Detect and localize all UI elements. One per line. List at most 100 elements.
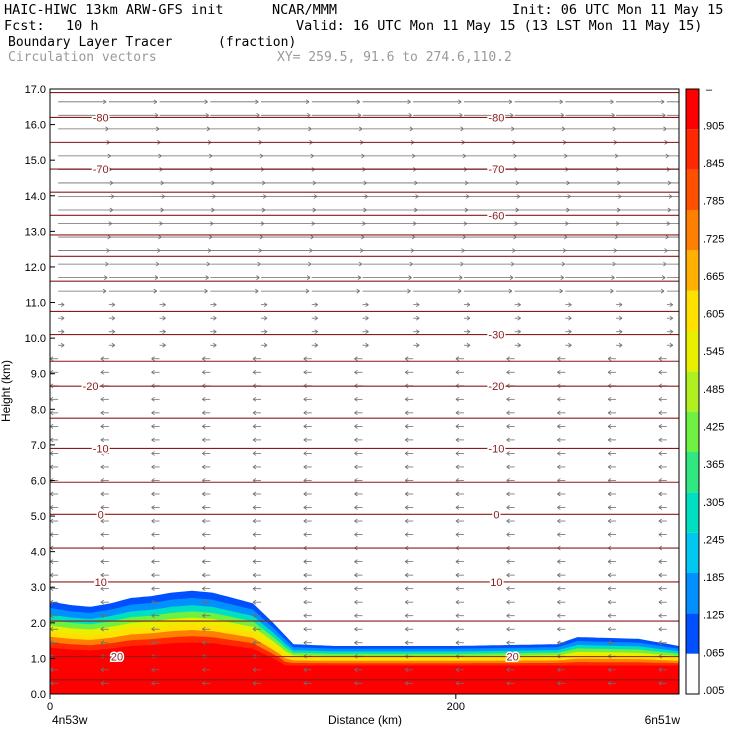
vector-head bbox=[202, 667, 206, 673]
vector-head bbox=[252, 505, 257, 510]
vector-head bbox=[404, 626, 409, 632]
colorbar-level-label: .125 bbox=[703, 610, 724, 622]
vector-head bbox=[407, 288, 411, 294]
vector-head bbox=[455, 626, 460, 632]
vector-head bbox=[151, 586, 155, 591]
temperature-contours: -80 -80 -70 -70 -60 -30 -20 -20 -10 -10 0 0 10 10 20 20 bbox=[50, 92, 679, 681]
colorbar-level-label: .725 bbox=[703, 233, 724, 245]
vector-head bbox=[354, 396, 358, 402]
vector-head bbox=[509, 275, 514, 280]
vector-head bbox=[506, 424, 510, 429]
vector-head bbox=[607, 532, 612, 537]
vector-head bbox=[50, 451, 54, 456]
vector-head bbox=[506, 410, 510, 416]
vector-head bbox=[206, 261, 211, 267]
vector-head bbox=[202, 505, 206, 510]
vector-head bbox=[658, 451, 663, 456]
vector-head bbox=[202, 586, 206, 591]
vector-head bbox=[105, 261, 109, 267]
vector-head bbox=[354, 599, 358, 605]
colorbar-level-label: .605 bbox=[703, 309, 724, 321]
vector-head bbox=[155, 126, 160, 132]
vector-head bbox=[404, 586, 409, 591]
vector-head bbox=[303, 518, 307, 524]
vector-head bbox=[455, 599, 460, 605]
vector-head bbox=[506, 505, 510, 510]
vector-head bbox=[252, 613, 257, 619]
vector-head bbox=[303, 505, 307, 510]
contour-label: -20 bbox=[83, 381, 99, 393]
vector-head bbox=[252, 518, 257, 524]
vector-head bbox=[252, 680, 257, 686]
vector-head bbox=[510, 261, 515, 267]
vector-head bbox=[303, 369, 307, 375]
contour-label: 20 bbox=[111, 652, 123, 664]
vector-head bbox=[506, 640, 510, 646]
vector-head bbox=[458, 99, 462, 105]
vector-head bbox=[100, 572, 105, 578]
vector-head bbox=[303, 464, 307, 470]
vector-head bbox=[151, 451, 155, 456]
vector-head bbox=[111, 302, 116, 307]
vector-head bbox=[404, 491, 409, 497]
colorbar-swatch bbox=[686, 653, 699, 694]
vector-head bbox=[60, 342, 65, 348]
vector-head bbox=[455, 532, 460, 537]
valid-time: Valid: 16 UTC Mon 11 May 15 (13 LST Mon … bbox=[296, 18, 703, 34]
vector-head bbox=[50, 559, 54, 564]
vector-head bbox=[263, 342, 268, 348]
y-tick-label: 13.0 bbox=[25, 226, 46, 238]
contour-label: 10 bbox=[95, 577, 107, 589]
vector-head bbox=[162, 302, 166, 307]
contour-label: -80 bbox=[488, 112, 504, 124]
vector-head bbox=[607, 464, 612, 470]
vector-head bbox=[314, 315, 318, 321]
vector-head bbox=[415, 302, 420, 307]
vector-head bbox=[153, 99, 158, 105]
vector-head bbox=[712, 289, 715, 293]
vector-head bbox=[303, 599, 307, 605]
vector-head bbox=[607, 518, 612, 524]
vector-head bbox=[151, 599, 155, 605]
vector-head bbox=[252, 396, 257, 402]
vector-head bbox=[517, 342, 521, 348]
vector-head bbox=[658, 532, 663, 537]
vector-head bbox=[607, 559, 612, 564]
vector-head bbox=[506, 532, 510, 537]
vector-head bbox=[658, 396, 663, 402]
vector-head bbox=[607, 396, 612, 402]
vector-head bbox=[151, 559, 155, 564]
vector-head bbox=[151, 613, 155, 619]
vector-head bbox=[455, 369, 460, 375]
vector-head bbox=[455, 505, 460, 510]
vector-head bbox=[263, 329, 268, 335]
vector-head bbox=[658, 599, 663, 605]
vector-head bbox=[100, 667, 105, 673]
vector-head bbox=[50, 396, 54, 402]
vector-head bbox=[162, 342, 166, 348]
vector-head bbox=[607, 437, 612, 443]
cross-section-endpoints: XY= 259.5, 91.6 to 274.6,110.2 bbox=[277, 50, 512, 65]
vector-head bbox=[607, 410, 612, 416]
vector-head bbox=[151, 532, 155, 537]
vector-head bbox=[658, 586, 663, 591]
vector-head bbox=[404, 464, 409, 470]
vector-head bbox=[506, 396, 510, 402]
vector-head bbox=[455, 356, 460, 362]
vector-head bbox=[356, 288, 360, 294]
vector-head bbox=[111, 342, 116, 348]
vector-head bbox=[404, 640, 409, 646]
vector-head bbox=[455, 451, 460, 456]
vector-head bbox=[506, 613, 510, 619]
vector-head bbox=[206, 126, 211, 132]
contour-label: -20 bbox=[488, 381, 504, 393]
vector-head bbox=[354, 491, 358, 497]
vector-head bbox=[252, 356, 257, 362]
vector-head bbox=[213, 329, 217, 335]
vector-head bbox=[354, 667, 358, 673]
vector-head bbox=[252, 464, 257, 470]
vector-head bbox=[202, 451, 206, 456]
vector-head bbox=[506, 667, 510, 673]
vector-head bbox=[356, 99, 361, 105]
vector-head bbox=[202, 532, 206, 537]
